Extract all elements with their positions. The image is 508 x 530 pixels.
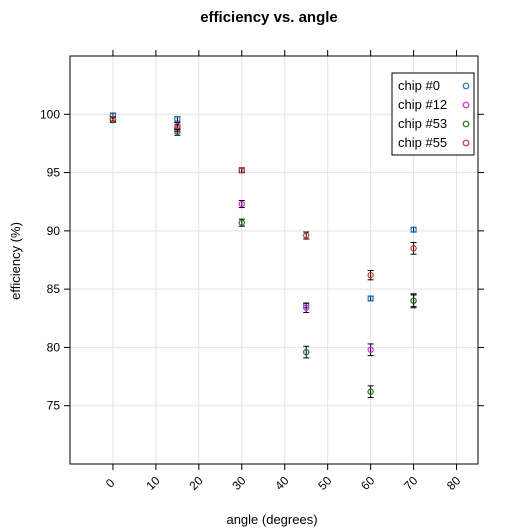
data-point [303, 304, 310, 311]
y-tick-label: 100 [40, 107, 60, 121]
y-tick-label: 85 [47, 282, 61, 296]
data-point [367, 346, 374, 353]
x-tick-label: 40 [272, 473, 292, 493]
data-point [174, 122, 181, 130]
legend-label: chip #12 [398, 97, 447, 112]
data-point [410, 226, 417, 233]
data-marks [109, 112, 417, 399]
x-tick-label: 70 [401, 473, 421, 493]
data-point [303, 232, 310, 239]
x-axis-label: angle (degrees) [226, 512, 317, 527]
legend: chip #0 chip #12 chip #53 chip #55 [391, 72, 475, 156]
plot-area [69, 55, 479, 465]
data-point [410, 245, 417, 252]
x-tick-label: 30 [229, 473, 249, 493]
y-tick-label: 75 [47, 399, 61, 413]
y-axis-label: efficiency (%) [8, 222, 23, 300]
x-tick-label: 80 [444, 473, 464, 493]
legend-label: chip #0 [398, 78, 440, 93]
legend-marker [462, 82, 470, 90]
data-point [410, 297, 417, 304]
y-axis: 75 80 85 90 95 100 [40, 107, 484, 413]
legend-label: chip #55 [398, 135, 447, 150]
series-3 [109, 115, 417, 281]
grid [70, 56, 478, 464]
x-tick-label: 10 [143, 473, 163, 493]
data-point [367, 295, 374, 302]
x-tick-label: 20 [186, 473, 206, 493]
y-tick-label: 90 [47, 224, 61, 238]
y-tick-label: 95 [47, 166, 61, 180]
legend-marker [462, 139, 470, 147]
data-point [238, 167, 245, 174]
x-tick-label: 60 [358, 473, 378, 493]
chart-title: efficiency vs. angle [200, 9, 338, 26]
legend-marker [462, 101, 470, 109]
data-point [367, 271, 374, 279]
y-tick-label: 80 [47, 340, 61, 354]
data-point [238, 219, 245, 226]
x-tick-label: 0 [103, 476, 118, 491]
legend-box [391, 72, 475, 156]
data-point [367, 388, 374, 395]
data-point [174, 115, 181, 123]
legend-label: chip #53 [398, 116, 447, 131]
x-tick-label: 50 [315, 473, 335, 493]
data-point [238, 200, 245, 208]
data-point [303, 348, 310, 356]
data-point [109, 115, 117, 123]
legend-marker [462, 120, 470, 128]
